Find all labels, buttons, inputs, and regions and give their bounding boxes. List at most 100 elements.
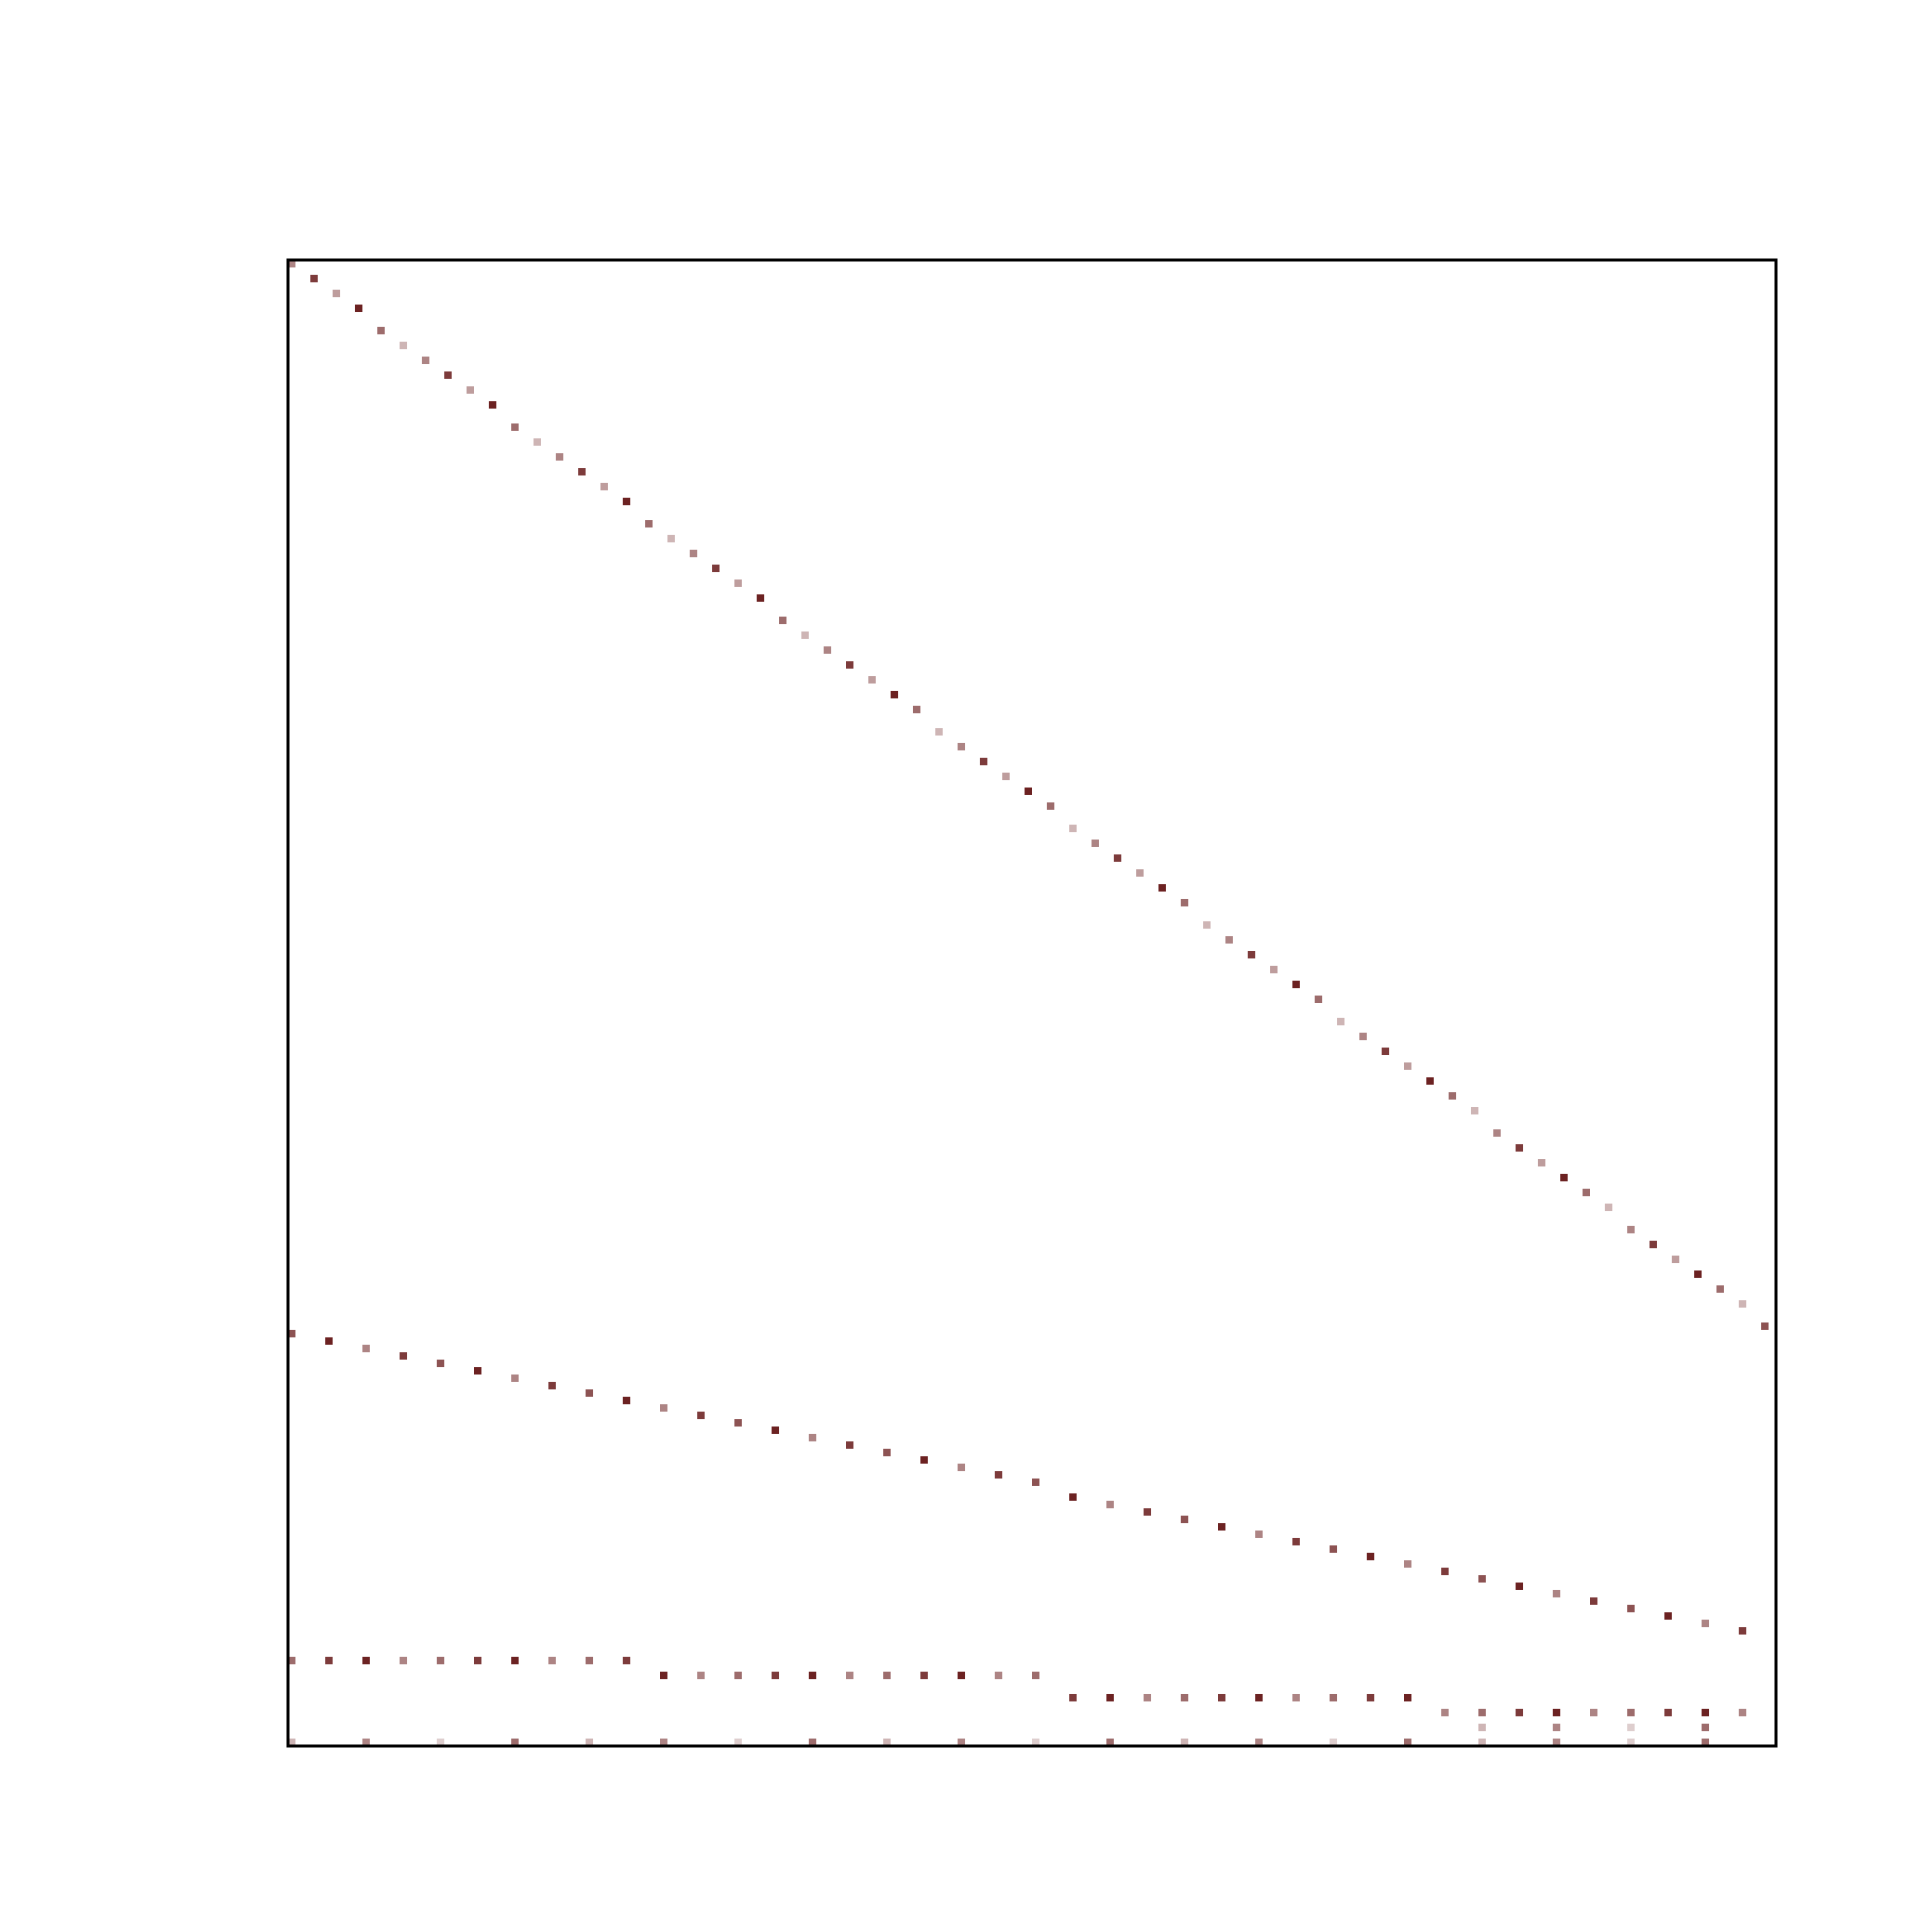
cell (1701, 1708, 1710, 1717)
cell (779, 616, 787, 625)
cell (444, 371, 452, 379)
cell (325, 1656, 333, 1665)
cell (1738, 1708, 1747, 1717)
cell (511, 1738, 519, 1746)
cell (1180, 1738, 1189, 1746)
cell (474, 1367, 482, 1375)
cell (622, 497, 631, 506)
cell (288, 1329, 296, 1338)
cell (1091, 839, 1099, 847)
cell (362, 1344, 370, 1353)
cell (1448, 1092, 1457, 1100)
cell (1627, 1225, 1635, 1234)
cell (1694, 1270, 1702, 1278)
cell (771, 1671, 780, 1680)
cell (1441, 1567, 1449, 1576)
cell (555, 453, 564, 461)
cell (1404, 1693, 1412, 1702)
cell (1069, 1693, 1077, 1702)
cell (1515, 1144, 1524, 1152)
cell (734, 1671, 742, 1680)
cell (912, 705, 921, 714)
cell (585, 1389, 594, 1397)
cell (377, 326, 385, 335)
cell (1292, 980, 1300, 989)
cell (1255, 1693, 1263, 1702)
cell (488, 401, 497, 409)
cell (1158, 884, 1166, 892)
cell (548, 1656, 556, 1665)
cell (1604, 1203, 1613, 1212)
cell (1359, 1032, 1367, 1041)
cell (920, 1671, 928, 1680)
cell (288, 1738, 296, 1746)
cell (1106, 1693, 1114, 1702)
cell (1255, 1530, 1263, 1538)
cell (310, 274, 318, 283)
cell (1032, 1478, 1040, 1486)
cell (1180, 1515, 1189, 1524)
cell (712, 564, 720, 573)
cell (920, 1456, 928, 1464)
cell (1366, 1693, 1375, 1702)
cell (1426, 1077, 1434, 1085)
cell (808, 1738, 817, 1746)
cell (362, 1656, 370, 1665)
cell (1143, 1693, 1152, 1702)
cell (689, 549, 698, 558)
cell (325, 1337, 333, 1345)
cell (808, 1433, 817, 1442)
cell (667, 534, 675, 543)
cell (436, 1738, 445, 1746)
cell (935, 728, 943, 736)
cell (957, 1463, 966, 1472)
cell (533, 438, 541, 446)
cell (1180, 898, 1189, 907)
cell (1441, 1708, 1449, 1717)
cell (979, 757, 988, 766)
cell (1590, 1597, 1598, 1605)
cell (1032, 1671, 1040, 1680)
cell (1738, 1300, 1747, 1308)
cell (1560, 1173, 1568, 1182)
cell (1247, 950, 1256, 959)
cell (1069, 1493, 1077, 1501)
cell (1664, 1612, 1672, 1620)
cell (1069, 824, 1077, 833)
cell (883, 1738, 891, 1746)
cell (585, 1656, 594, 1665)
cell (1701, 1738, 1710, 1746)
cell (697, 1411, 705, 1420)
cell (846, 661, 854, 669)
cell (511, 423, 519, 431)
cell (808, 1671, 817, 1680)
cell (436, 1359, 445, 1368)
cell (1664, 1708, 1672, 1717)
cell (734, 1419, 742, 1427)
cell (600, 482, 608, 491)
cell (771, 1426, 780, 1434)
cell (823, 646, 832, 654)
cell (399, 1656, 408, 1665)
cell (1292, 1693, 1300, 1702)
cell (399, 1352, 408, 1360)
cell (994, 1471, 1003, 1479)
cell (466, 386, 474, 394)
cell (846, 1441, 854, 1449)
cell (1002, 772, 1010, 781)
cell (1701, 1619, 1710, 1628)
cell (1478, 1738, 1486, 1746)
cell (1627, 1738, 1635, 1746)
cell (1738, 1627, 1747, 1635)
cell (957, 1738, 966, 1746)
cell (756, 594, 765, 602)
cell (1627, 1708, 1635, 1717)
cell (1552, 1738, 1561, 1746)
cell (1761, 1322, 1769, 1330)
cell (1552, 1708, 1561, 1717)
cell (890, 690, 899, 699)
cell (1143, 1508, 1152, 1516)
cell (1032, 1738, 1040, 1746)
cell (1404, 1062, 1412, 1070)
